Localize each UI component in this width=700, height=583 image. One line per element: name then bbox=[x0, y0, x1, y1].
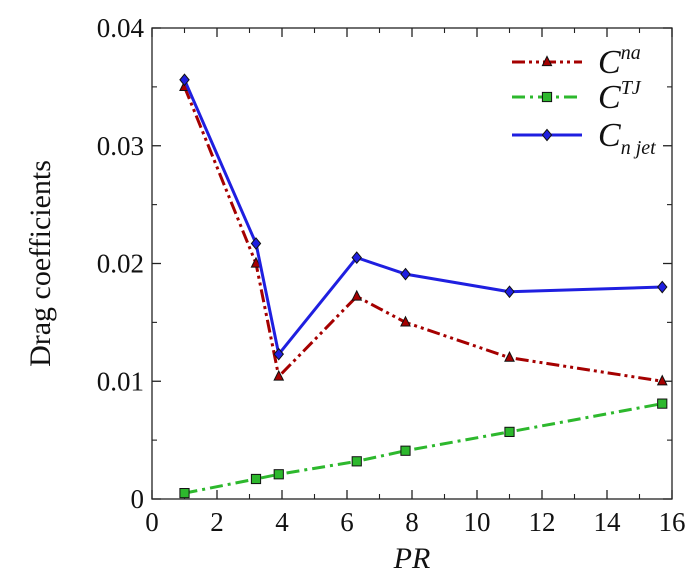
y-tick-label: 0.04 bbox=[97, 13, 145, 43]
data-point bbox=[250, 237, 262, 250]
series-line bbox=[183, 79, 663, 356]
x-tick-label: 10 bbox=[464, 507, 491, 537]
x-tick-label: 0 bbox=[145, 507, 159, 537]
legend-marker bbox=[541, 91, 553, 103]
data-point bbox=[250, 256, 262, 268]
data-point bbox=[400, 267, 411, 281]
legend-marker bbox=[541, 55, 553, 67]
legend-item: Cna bbox=[512, 42, 641, 81]
x-tick-label: 6 bbox=[340, 507, 354, 537]
legend-marker bbox=[541, 128, 553, 142]
data-point bbox=[250, 473, 262, 485]
x-tick-label: 4 bbox=[275, 507, 289, 537]
y-tick-label: 0.02 bbox=[97, 249, 144, 279]
y-tick-label: 0 bbox=[131, 484, 145, 514]
y-tick-label: 0.03 bbox=[97, 131, 144, 161]
data-point bbox=[351, 251, 362, 265]
data-point bbox=[273, 369, 285, 381]
series-line bbox=[183, 86, 663, 383]
data-point bbox=[179, 488, 190, 499]
data-point bbox=[400, 315, 411, 327]
legend-label: Cn jet bbox=[598, 117, 656, 159]
legend-item: CTJ bbox=[512, 77, 642, 116]
plot-area bbox=[151, 27, 673, 500]
series-n-jet bbox=[179, 73, 668, 361]
x-tick-label: 8 bbox=[405, 507, 419, 537]
legend-label: CTJ bbox=[598, 77, 642, 116]
y-tick-label: 0.01 bbox=[97, 366, 144, 396]
x-tick-label: 2 bbox=[210, 507, 224, 537]
data-point bbox=[657, 398, 668, 409]
axes: 0 2 4 6 8 10 12 14 16 0 0.01 0.02 0.03 0.04 bbox=[97, 13, 686, 537]
legend-label: Cna bbox=[598, 42, 641, 81]
data-point bbox=[504, 426, 515, 437]
series-TJ bbox=[179, 398, 668, 499]
data-point bbox=[504, 285, 515, 299]
data-point bbox=[400, 445, 411, 456]
data-point bbox=[351, 289, 363, 301]
x-tick-label: 14 bbox=[594, 507, 622, 537]
data-point bbox=[351, 456, 362, 467]
data-point bbox=[179, 73, 190, 87]
x-axis-title: PR bbox=[393, 542, 431, 575]
data-point bbox=[273, 469, 284, 480]
x-tick-label: 16 bbox=[659, 507, 686, 537]
plot-frame bbox=[151, 27, 673, 500]
y-axis-title: Drag coefficients bbox=[24, 160, 57, 367]
data-point bbox=[504, 350, 515, 362]
data-point bbox=[657, 280, 668, 294]
series-layer bbox=[179, 73, 668, 499]
x-tick-label: 12 bbox=[529, 507, 556, 537]
data-point bbox=[656, 374, 668, 386]
legend-item: Cn jet bbox=[512, 117, 656, 159]
data-point bbox=[273, 347, 284, 361]
